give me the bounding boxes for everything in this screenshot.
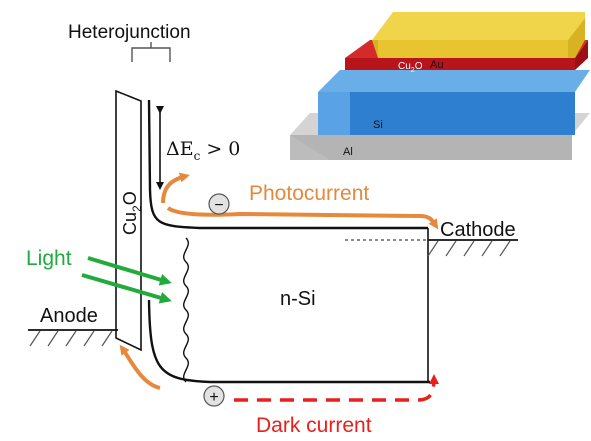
cathode-hatch bbox=[427, 240, 511, 257]
anode-hatch bbox=[29, 330, 113, 347]
hole-symbol bbox=[203, 385, 225, 407]
cu2o-layer-face bbox=[345, 58, 575, 70]
cu2o-layer-label: Cu2O bbox=[398, 61, 423, 74]
si-layer-top bbox=[318, 70, 590, 92]
layer-stack-illustration: Al Si Cu2O Au bbox=[290, 12, 590, 160]
light-arrow-upper bbox=[87, 256, 172, 286]
al-layer-label: Al bbox=[343, 146, 353, 158]
photocurrent-arrow bbox=[166, 206, 439, 230]
si-layer-label: Si bbox=[373, 119, 383, 131]
heterojunction-bracket bbox=[131, 47, 171, 62]
dark-current-arrow bbox=[234, 374, 439, 402]
heterojunction-label: Heterojunction bbox=[68, 22, 191, 43]
photocurrent-label: Photocurrent bbox=[249, 182, 369, 205]
cu2o-band-label: Cu2O bbox=[120, 191, 144, 235]
cathode-label: Cathode bbox=[440, 219, 516, 241]
valence-band-line bbox=[147, 299, 430, 384]
au-layer-label: Au bbox=[430, 59, 443, 71]
electron-sign: − bbox=[214, 197, 223, 214]
conduction-band-line bbox=[147, 99, 428, 230]
au-layer-face bbox=[378, 40, 568, 58]
nsi-label: n-Si bbox=[280, 288, 316, 310]
si-layer-front bbox=[318, 92, 575, 135]
photon-wave-icon bbox=[183, 237, 189, 383]
si-layer-side bbox=[318, 92, 350, 135]
photocurrent-uptick-arrow bbox=[161, 172, 190, 204]
hole-sign: + bbox=[209, 389, 218, 406]
al-layer-shade bbox=[290, 135, 330, 160]
light-arrow-lower bbox=[81, 273, 172, 304]
dark-current-label: Dark current bbox=[256, 414, 372, 437]
delta-ec-label: ΔEc > 0 bbox=[166, 138, 240, 163]
au-layer-top bbox=[372, 12, 585, 40]
light-label: Light bbox=[26, 247, 72, 270]
anode-label: Anode bbox=[40, 305, 98, 327]
al-layer-front bbox=[290, 135, 572, 160]
electron-symbol bbox=[208, 193, 230, 215]
hole-current-arrow bbox=[119, 344, 161, 390]
